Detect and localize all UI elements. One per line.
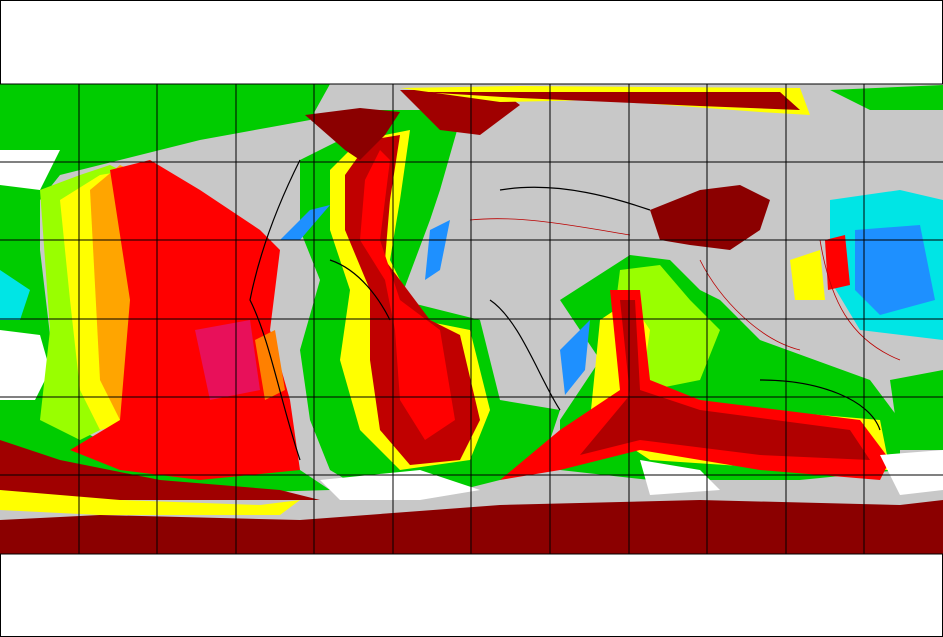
ocean-crust-arctic-red	[420, 92, 800, 110]
ocean-crust-arctic-darkred	[400, 90, 520, 135]
coastline	[249, 159, 881, 461]
ocean-crust-np-green	[830, 85, 943, 110]
greenland	[305, 108, 400, 160]
no-data-south-indian	[640, 460, 720, 495]
ocean-crust-tasman-green	[890, 370, 943, 450]
ocean-crust-yellow-south	[0, 490, 300, 515]
ocean-crust-wp-red	[825, 235, 850, 290]
no-data-south-pacific	[880, 450, 943, 495]
graticule	[0, 83, 943, 555]
ocean-crust-magenta	[195, 320, 260, 400]
ocean-crust-blue-madagascar	[560, 320, 590, 395]
ocean-crust-blue-na	[280, 205, 330, 240]
ocean-crust-indian-ridge	[580, 300, 870, 460]
ocean-crust-wp-blue	[855, 225, 935, 315]
ocean-crust-darkred	[0, 440, 320, 500]
ocean-crust-blue-africa	[425, 220, 450, 280]
ocean-crust-wp-yellow	[790, 250, 825, 300]
ocean-crust-cyan	[0, 270, 30, 320]
ocean-crust-atlantic-ridge	[360, 150, 455, 440]
tibet	[650, 185, 770, 250]
no-data-north	[0, 150, 60, 190]
no-data-south-atlantic	[320, 470, 480, 500]
no-data	[0, 330, 50, 400]
